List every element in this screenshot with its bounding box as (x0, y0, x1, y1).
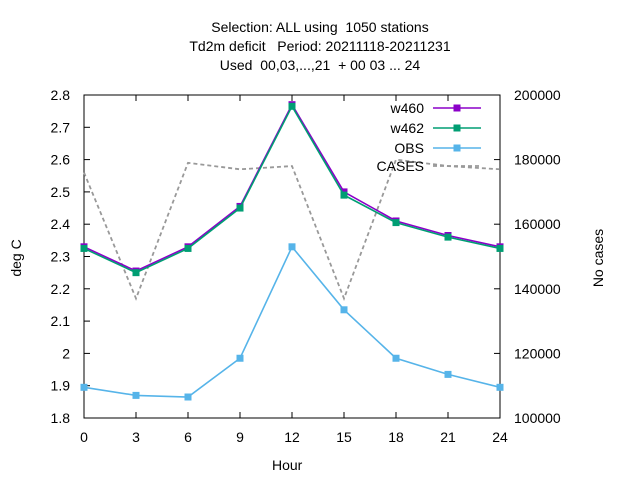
series-line-obs (83, 245, 501, 398)
legend-label-w462: w462 (390, 120, 425, 136)
x-tick-label: 15 (336, 429, 352, 445)
legend-label-obs: OBS (394, 140, 424, 156)
y2-axis-label: No cases (590, 228, 606, 288)
data-point-obs (444, 370, 452, 378)
data-point-w462 (80, 244, 88, 252)
data-point-w462 (184, 244, 192, 252)
y-tick-label: 1.9 (51, 378, 71, 394)
data-point-obs (236, 354, 244, 362)
y2-tick-label: 180000 (514, 152, 561, 168)
legend-marker-w462 (453, 124, 461, 132)
y2-tick-label: 100000 (514, 410, 561, 426)
data-point-w462 (132, 269, 140, 277)
y-tick-label: 2.8 (51, 87, 71, 103)
data-point-w462 (496, 244, 504, 252)
x-tick-label: 18 (388, 429, 404, 445)
y-tick-label: 2.7 (51, 119, 71, 135)
data-point-w462 (236, 204, 244, 212)
data-point-obs (392, 354, 400, 362)
y2-tick-label: 200000 (514, 87, 561, 103)
plot-frame (83, 94, 501, 419)
data-point-w462 (340, 191, 348, 199)
legend-marker-obs (453, 144, 461, 152)
series-line-cases (83, 158, 501, 302)
legend-label-w460: w460 (390, 100, 425, 116)
x-axis-label: Hour (272, 457, 303, 473)
data-point-obs (340, 306, 348, 314)
data-point-w462 (444, 233, 452, 241)
y-tick-label: 1.8 (51, 410, 71, 426)
y-tick-label: 2.3 (51, 249, 71, 265)
chart-title-line-3: Used 00,03,...,21 + 00 03 ... 24 (219, 57, 421, 73)
x-tick-label: 6 (184, 429, 192, 445)
data-point-w462 (392, 219, 400, 227)
y-tick-label: 2.6 (51, 152, 71, 168)
y-tick-label: 2 (62, 345, 70, 361)
chart-title-line-1: Selection: ALL using 1050 stations (211, 19, 429, 35)
x-tick-label: 9 (236, 429, 244, 445)
y-tick-label: 2.1 (51, 313, 71, 329)
chart-title-line-2: Td2m deficit Period: 20211118-20211231 (189, 38, 451, 54)
y2-tick-label: 140000 (514, 281, 561, 297)
data-point-w462 (288, 102, 296, 110)
x-tick-label: 21 (440, 429, 456, 445)
y-tick-label: 2.4 (51, 216, 71, 232)
legend-label-cases: CASES (377, 158, 424, 174)
legend-marker-w460 (453, 104, 461, 112)
y2-tick-label: 160000 (514, 216, 561, 232)
data-point-obs (132, 391, 140, 399)
y-tick-label: 2.2 (51, 281, 71, 297)
x-tick-label: 3 (132, 429, 140, 445)
y2-tick-label: 120000 (514, 345, 561, 361)
x-tick-label: 0 (80, 429, 88, 445)
data-point-obs (496, 383, 504, 391)
y-axis-label: deg C (8, 239, 24, 277)
x-tick-label: 12 (284, 429, 300, 445)
y-tick-label: 2.5 (51, 184, 71, 200)
data-point-obs (184, 393, 192, 401)
x-tick-label: 24 (492, 429, 508, 445)
data-point-obs (80, 383, 88, 391)
data-point-obs (288, 243, 296, 251)
